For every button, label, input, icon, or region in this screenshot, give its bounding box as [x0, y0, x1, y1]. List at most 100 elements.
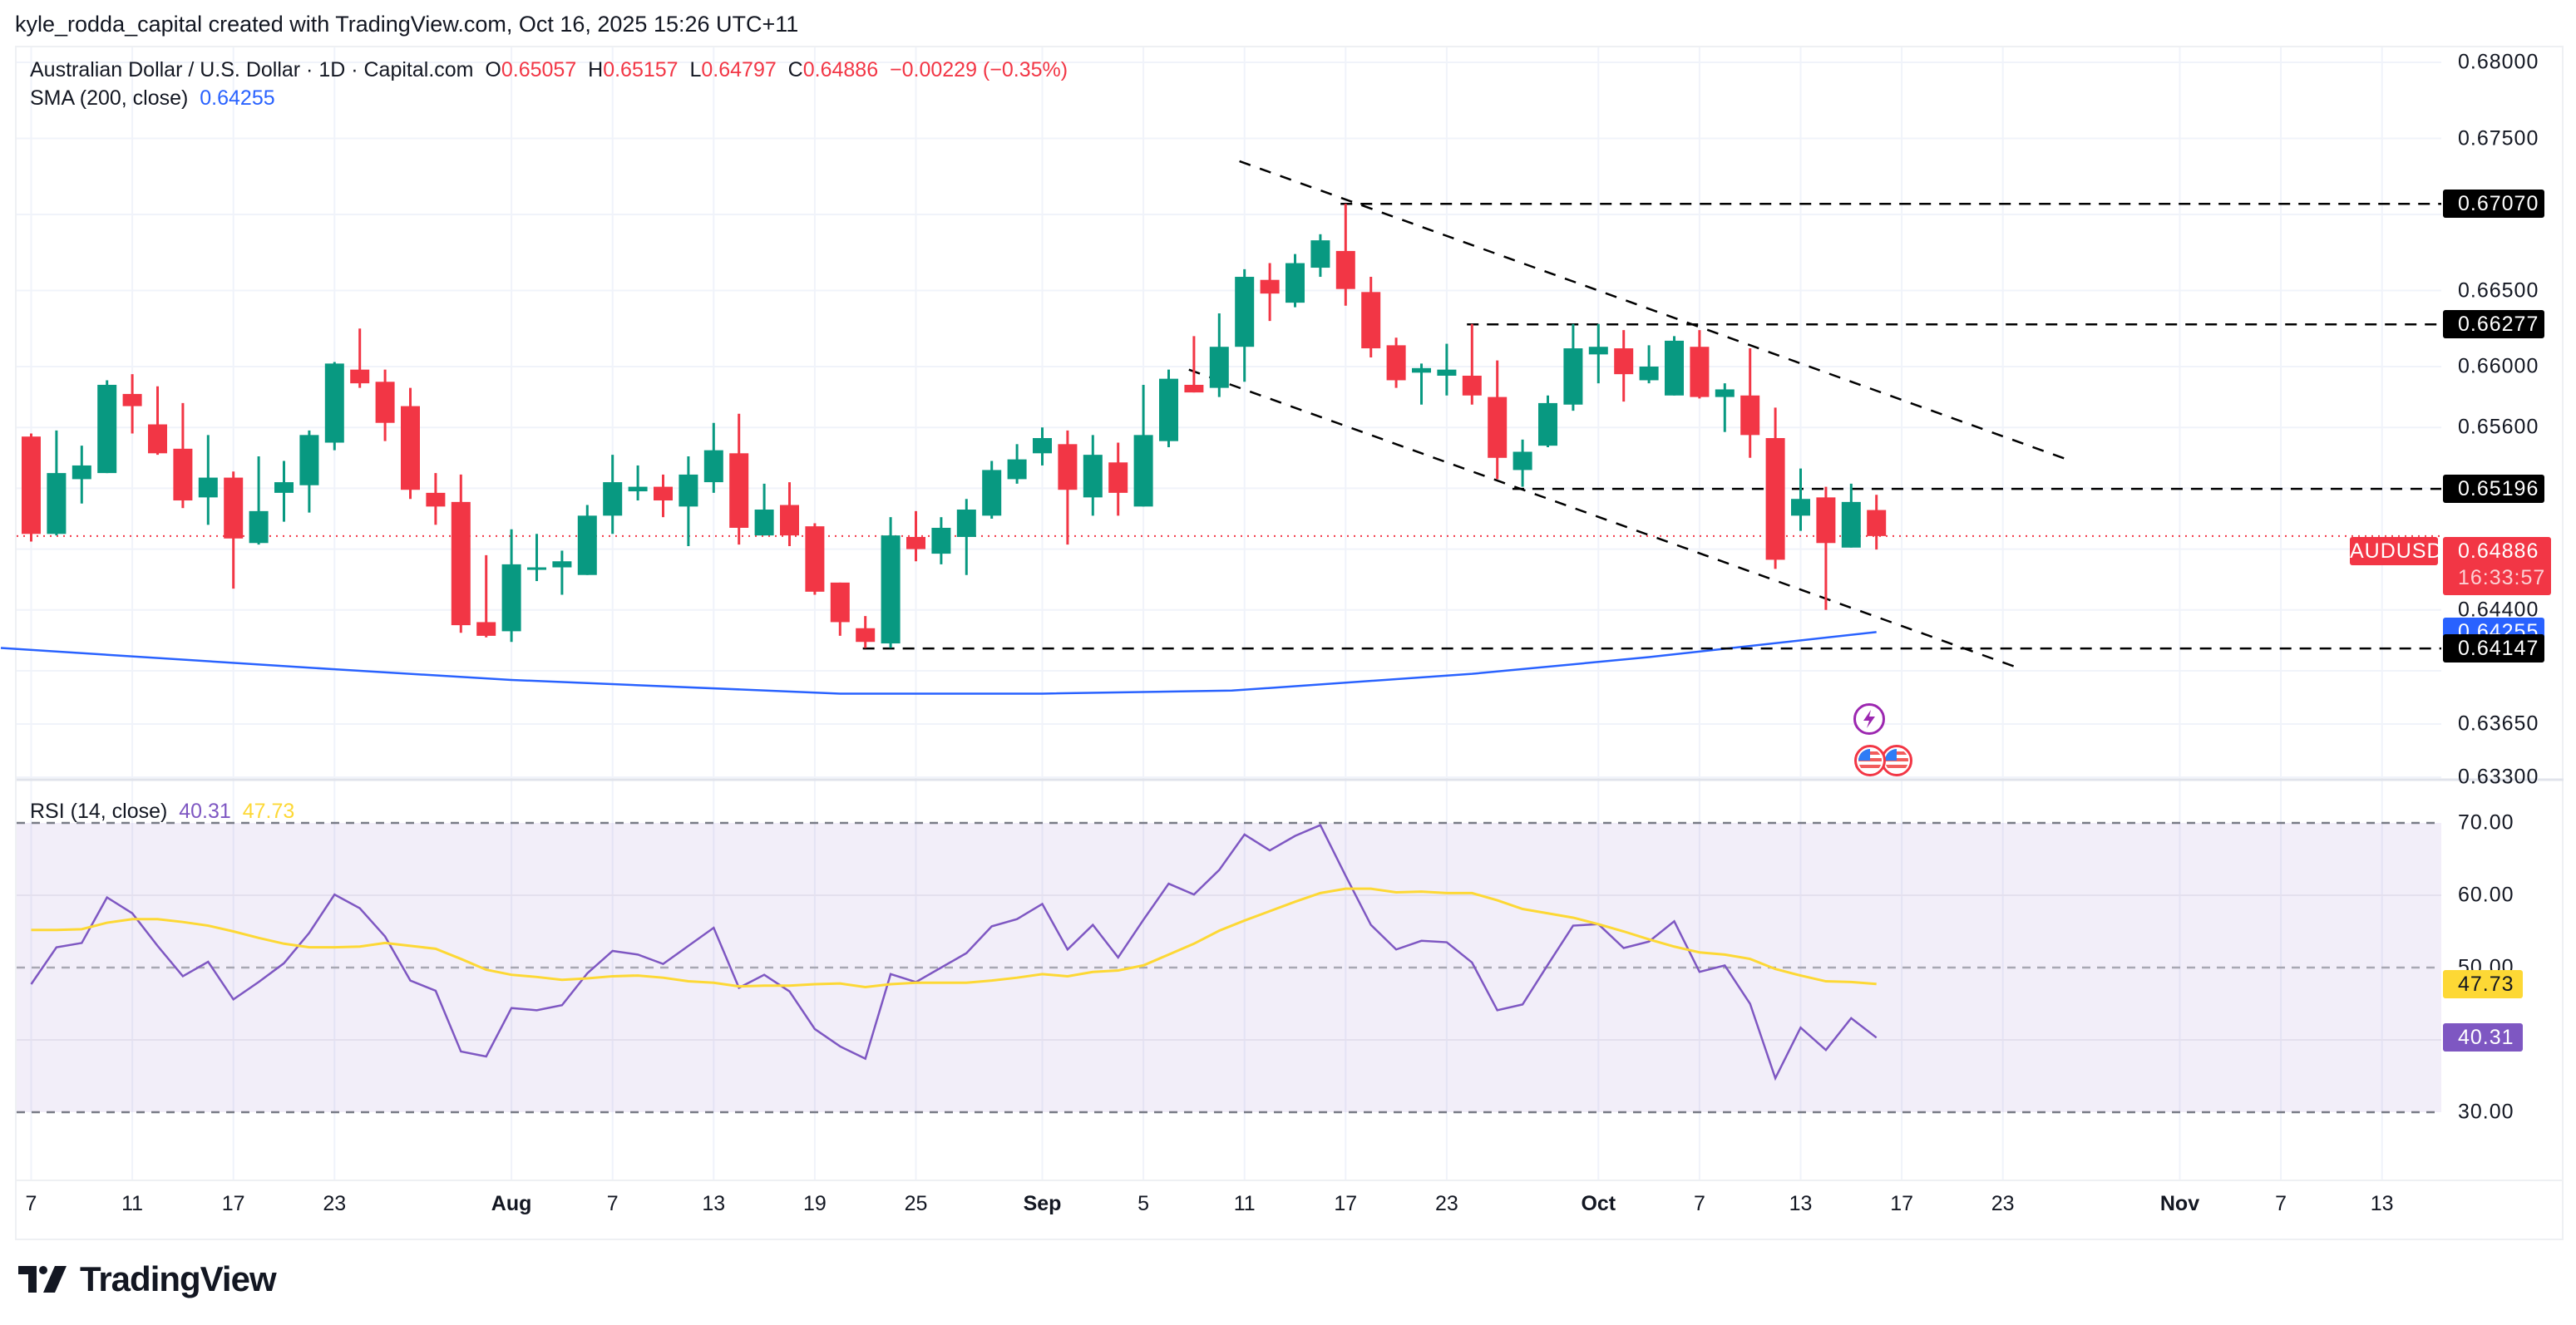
- candle-body: [1488, 397, 1508, 458]
- time-tick-label: Oct: [1581, 1192, 1616, 1215]
- candle-body: [1437, 369, 1457, 376]
- time-tick-label: 7: [606, 1192, 619, 1215]
- candle-body: [1058, 444, 1078, 490]
- bearish-candle: [375, 369, 395, 441]
- lightning-event-icon[interactable]: [1853, 703, 1885, 735]
- sma-label: SMA (200, close): [30, 86, 189, 110]
- candle-body: [401, 406, 420, 490]
- upper-channel-trendline: [1239, 160, 2072, 462]
- bullish-candle: [1007, 444, 1027, 484]
- symbol-tag: AUDUSD: [2350, 537, 2442, 565]
- bearish-candle: [1816, 486, 1836, 610]
- candle-body: [1108, 462, 1128, 493]
- us-flag-event-icon[interactable]: [1854, 745, 1886, 776]
- bearish-candle: [1462, 323, 1482, 405]
- bullish-candle: [1209, 313, 1229, 397]
- time-tick-label: Nov: [2159, 1192, 2200, 1215]
- candle-body: [122, 393, 142, 406]
- us-flag-event-icon[interactable]: [1881, 745, 1912, 776]
- symbol-legend[interactable]: Australian Dollar / U.S. Dollar · 1D · C…: [30, 58, 1068, 82]
- level-price-tag: 0.66277: [2443, 310, 2544, 339]
- time-tick-label: 13: [1789, 1192, 1813, 1215]
- candle-body: [1361, 292, 1381, 349]
- bearish-candle: [1108, 442, 1128, 516]
- candle-body: [729, 453, 749, 528]
- bearish-candle: [1184, 336, 1204, 393]
- chart-frame: [15, 46, 2564, 1240]
- candle-body: [1033, 438, 1052, 454]
- candle-body: [603, 482, 623, 516]
- candle-body: [1614, 348, 1634, 375]
- sma-200-line: [0, 631, 1877, 695]
- bearish-candle: [1260, 263, 1280, 322]
- time-tick-label: 13: [702, 1192, 726, 1215]
- rsi-label: RSI (14, close): [30, 800, 168, 823]
- candle-body: [628, 486, 648, 492]
- rsi-legend[interactable]: RSI (14, close) 40.31 47.73: [30, 800, 294, 824]
- candle-body: [350, 369, 370, 384]
- candle-body: [703, 450, 723, 483]
- time-tick-label: 17: [1890, 1192, 1913, 1215]
- lower-channel-trendline: [1188, 368, 2019, 669]
- candle-body: [1639, 367, 1659, 381]
- bullish-candle: [982, 461, 1002, 519]
- time-tick-label: 7: [2275, 1192, 2287, 1215]
- bullish-candle: [72, 446, 91, 504]
- bearish-candle: [224, 471, 244, 589]
- candles: [22, 204, 1887, 648]
- candle-body: [654, 486, 673, 501]
- candle-body: [1412, 367, 1431, 373]
- bullish-candle: [1563, 323, 1583, 411]
- candle-body: [173, 448, 193, 501]
- candle-body: [198, 477, 218, 498]
- candle-body: [1286, 263, 1305, 303]
- candle-body: [1867, 510, 1887, 536]
- bearish-candle: [1614, 330, 1634, 402]
- close-value: 0.64886: [802, 58, 879, 81]
- bearish-candle: [476, 554, 496, 638]
- rsi-line: [30, 823, 1878, 1081]
- rsi-value: 40.31: [179, 800, 231, 823]
- candle-body: [1386, 345, 1406, 381]
- sma-legend[interactable]: SMA (200, close) 0.64255: [30, 86, 275, 111]
- candle-body: [1816, 497, 1836, 544]
- bullish-candle: [324, 362, 344, 451]
- bearish-candle: [906, 510, 925, 562]
- bearish-candle: [350, 328, 370, 388]
- bearish-candle: [22, 433, 41, 542]
- candle-body: [881, 535, 901, 644]
- time-tick-label: 23: [1991, 1192, 2015, 1215]
- bearish-candle: [830, 582, 850, 636]
- bullish-candle: [299, 430, 319, 513]
- candle-body: [299, 435, 319, 485]
- candle-body: [72, 465, 91, 480]
- candle-body: [1690, 347, 1710, 397]
- change-value: −0.00229 (−0.35%): [890, 58, 1068, 81]
- price-tick-label: 0.68000: [2458, 50, 2539, 74]
- tradingview-logo[interactable]: TradingView: [18, 1259, 277, 1299]
- bearish-candle: [451, 474, 471, 633]
- grid: [17, 47, 2564, 1181]
- time-tick-label: 25: [904, 1192, 928, 1215]
- close-label: C: [787, 58, 803, 81]
- high-label: H: [588, 58, 604, 81]
- candle-body: [856, 628, 876, 643]
- candle-body: [1184, 384, 1204, 393]
- time-tick-label: 11: [1233, 1192, 1256, 1215]
- bearish-candle: [401, 387, 420, 500]
- rsi-ma-tag: 47.73: [2443, 969, 2523, 998]
- candle-body: [956, 510, 976, 537]
- bearish-candle: [856, 616, 876, 648]
- price-tick-label: 0.66500: [2458, 278, 2539, 302]
- bullish-candle: [1715, 383, 1735, 432]
- bar-countdown: 16:33:57: [2458, 566, 2546, 589]
- bullish-candle: [1235, 268, 1255, 382]
- price-tick-label: 0.63300: [2458, 765, 2539, 789]
- rsi-tick-label: 70.00: [2458, 810, 2514, 835]
- candle-body: [805, 526, 825, 592]
- chart-credit: kyle_rodda_capital created with TradingV…: [15, 12, 799, 37]
- candle-body: [830, 582, 850, 623]
- candle-body: [1209, 347, 1229, 388]
- price-tick-label: 0.67500: [2458, 126, 2539, 150]
